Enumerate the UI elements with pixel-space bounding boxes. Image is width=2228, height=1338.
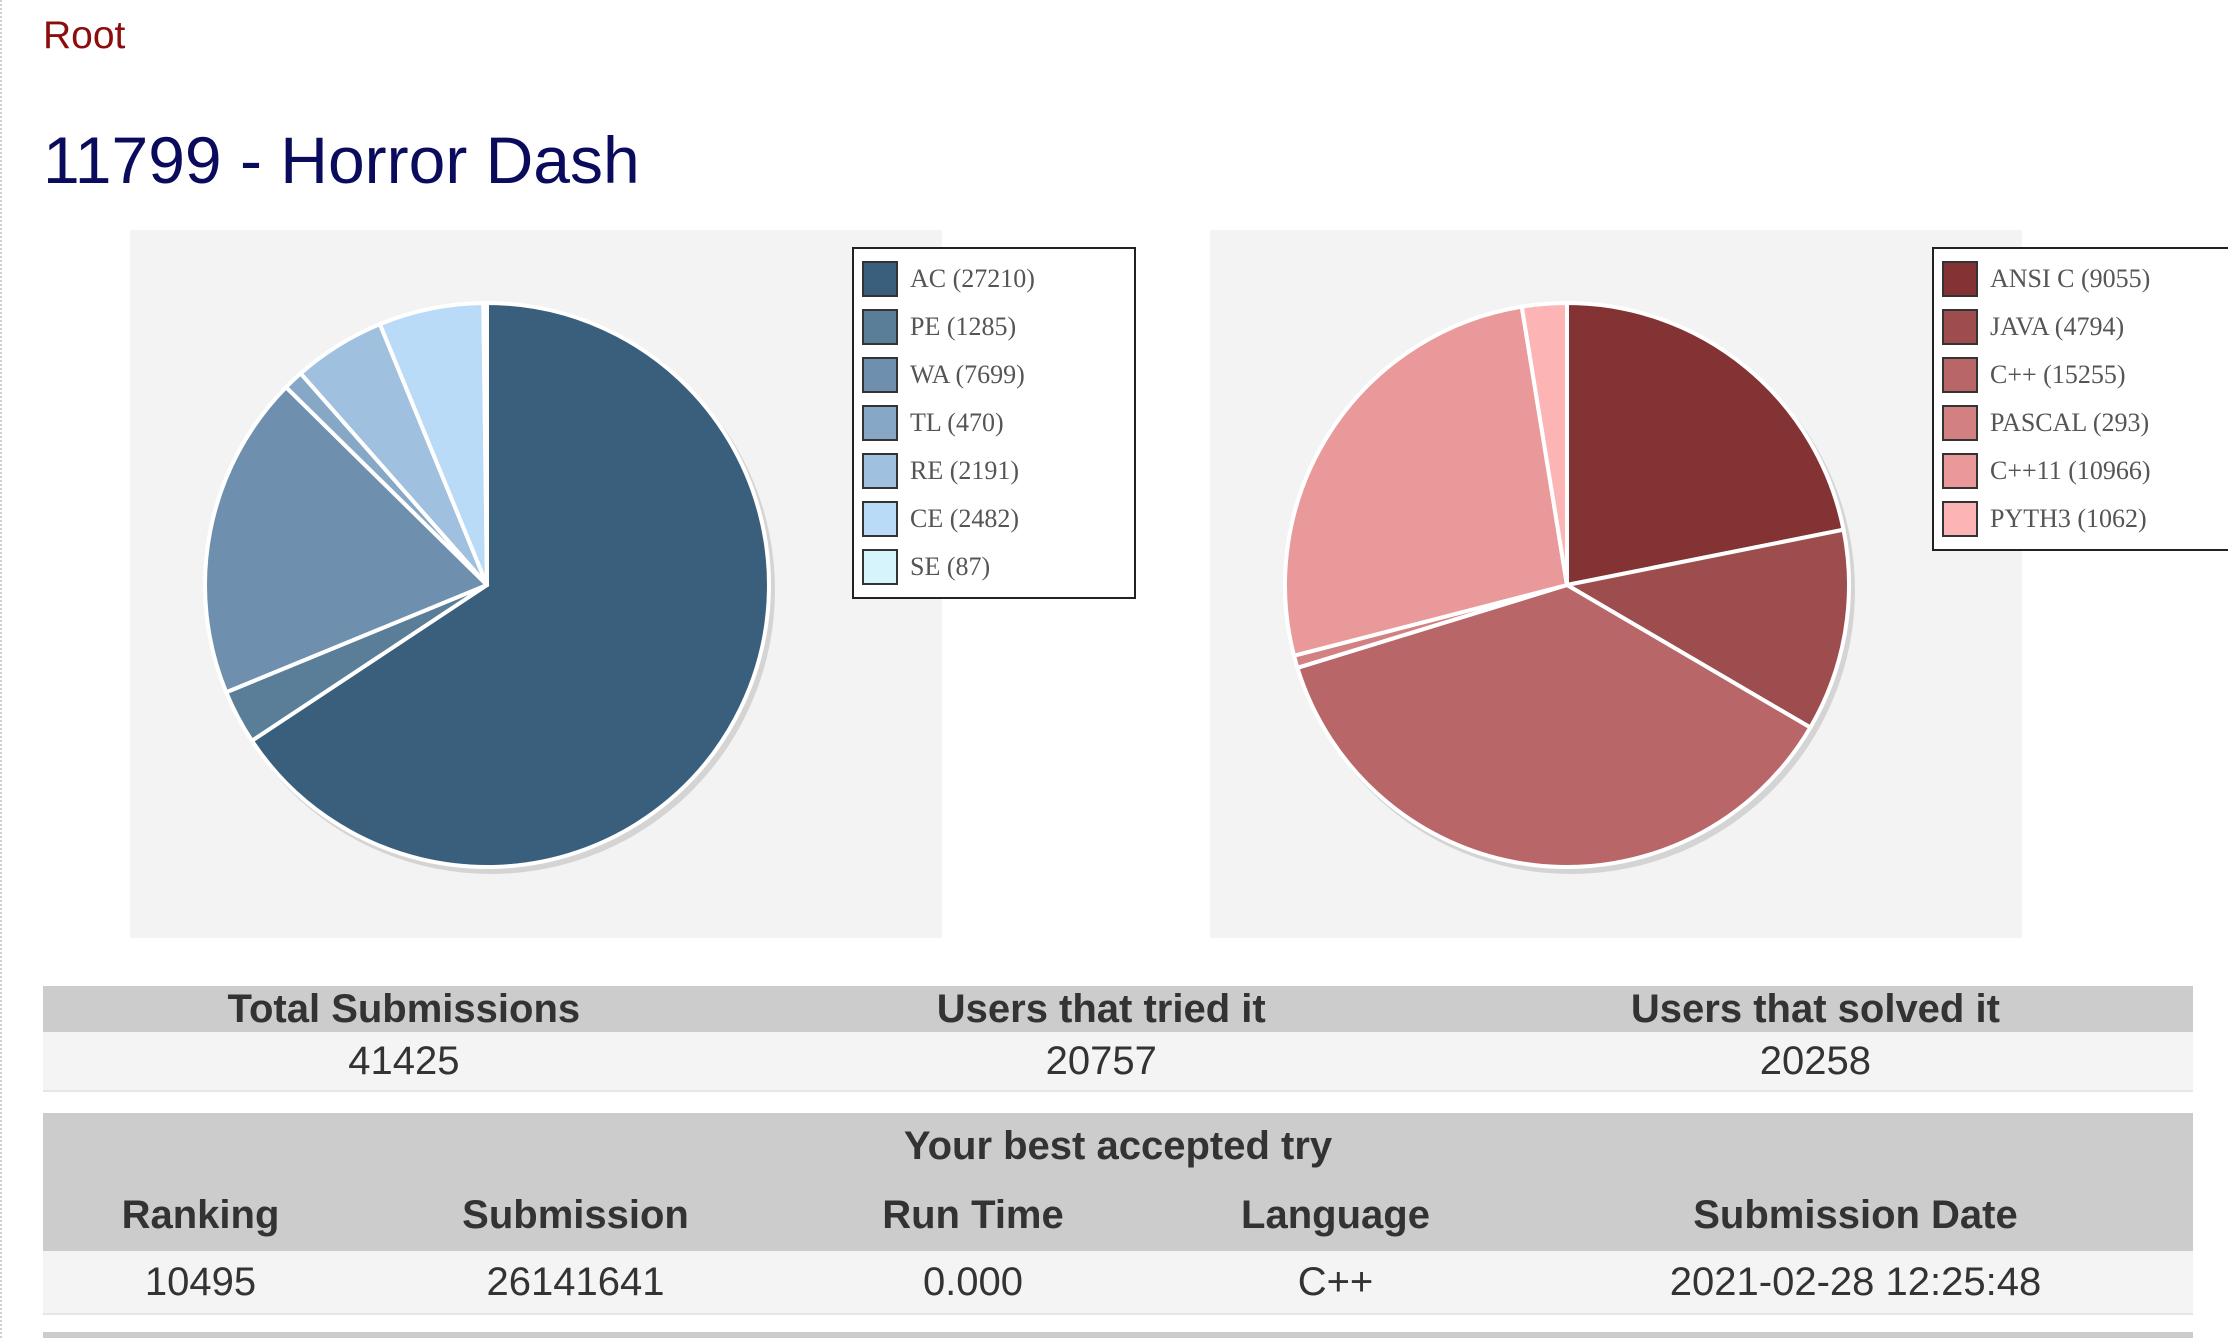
best-try-caption: Your best accepted try [43,1113,2193,1179]
verdict-legend-swatch [862,261,898,297]
verdict-legend-label: WA (7699) [910,360,1025,389]
best-try-value-row: 10495 26141641 0.000 C++ 2021-02-28 12:2… [43,1251,2193,1315]
verdict-legend-entry: SE (87) [862,543,1126,591]
run-time-value: 0.000 [793,1251,1153,1315]
verdict-legend-swatch [862,501,898,537]
language-legend-swatch [1942,309,1978,345]
language-legend-swatch [1942,501,1978,537]
users-tried-header: Users that tried it [764,986,1438,1032]
verdict-legend-label: PE (1285) [910,312,1017,341]
verdict-legend-label: AC (27210) [910,264,1035,293]
page-left-border [0,0,2,1338]
language-header: Language [1153,1179,1518,1251]
verdict-legend-entry: CE (2482) [862,495,1126,543]
language-legend-swatch [1942,453,1978,489]
ranking-header: Ranking [43,1179,358,1251]
users-solved-header: Users that solved it [1437,986,2193,1032]
best-try-caption-row: Your best accepted try [43,1113,2193,1179]
stats-header-row: Total Submissions Users that tried it Us… [43,986,2193,1032]
verdict-legend-entry: PE (1285) [862,303,1126,351]
best-try-header-row: Ranking Submission Run Time Language Sub… [43,1179,2193,1251]
verdict-pie-slice [203,385,489,695]
verdict-legend-entry: AC (27210) [862,255,1126,303]
users-tried-value: 20757 [764,1032,1438,1092]
language-legend-label: JAVA (4794) [1990,312,2125,341]
verdict-legend-swatch [862,357,898,393]
stats-table: Total Submissions Users that tried it Us… [43,986,2193,1092]
language-legend: ANSI C (9055) JAVA (4794) C++ (15255) PASCA… [1932,247,2228,551]
language-legend-swatch [1942,261,1978,297]
stats-value-row: 41425 20757 20258 [43,1032,2193,1092]
page-title: 11799 - Horror Dash [43,123,640,197]
verdict-legend-label: CE (2482) [910,504,1020,533]
language-legend-label: PASCAL (293) [1990,408,2150,437]
language-legend-swatch [1942,357,1978,393]
verdict-legend-entry: TL (470) [862,399,1126,447]
language-legend-label: C++11 (10966) [1990,456,2151,485]
submission-id-link[interactable]: 26141641 [358,1251,793,1315]
submission-date-value: 2021-02-28 12:25:48 [1518,1251,2193,1315]
verdict-legend-label: TL (470) [910,408,1004,437]
best-try-table: Your best accepted try Ranking Submissio… [43,1113,2193,1315]
run-time-header: Run Time [793,1179,1153,1251]
language-pie-slice [1565,301,1846,587]
total-submissions-header: Total Submissions [43,986,765,1032]
language-pie-chart [1283,301,1855,874]
verdict-pie-slice [249,301,771,869]
verdict-legend-swatch [862,549,898,585]
language-legend-label: ANSI C (9055) [1990,264,2151,293]
verdict-legend-swatch [862,309,898,345]
verdict-legend-swatch [862,453,898,489]
submission-date-header: Submission Date [1518,1179,2193,1251]
language-legend-label: C++ (15255) [1990,360,2126,389]
language-legend-entry: PASCAL (293) [1942,399,2224,447]
language-legend-swatch [1942,405,1978,441]
verdict-pie-chart [203,301,775,874]
verdict-legend-entry: WA (7699) [862,351,1126,399]
language-value: C++ [1153,1251,1518,1315]
verdict-legend-swatch [862,405,898,441]
verdict-legend-label: SE (87) [910,552,991,581]
verdict-legend-entry: RE (2191) [862,447,1126,495]
bottom-divider [43,1332,2193,1338]
language-legend-entry: JAVA (4794) [1942,303,2224,351]
submission-header: Submission [358,1179,793,1251]
ranking-value: 10495 [43,1251,358,1315]
users-solved-value: 20258 [1437,1032,2193,1092]
language-legend-entry: C++ (15255) [1942,351,2224,399]
language-legend-entry: C++11 (10966) [1942,447,2224,495]
verdict-legend: AC (27210) PE (1285) WA (7699) TL (470) RE (… [852,247,1136,599]
language-legend-entry: ANSI C (9055) [1942,255,2224,303]
breadcrumb-root-link[interactable]: Root [43,14,126,57]
language-pie-slice [1565,527,1852,730]
language-pie-slice [1519,301,1569,587]
language-pie-slice [1283,304,1569,658]
language-pie-slice [1295,583,1813,869]
language-legend-label: PYTH3 (1062) [1990,504,2147,533]
verdict-pie-slice [481,301,489,587]
verdict-legend-label: RE (2191) [910,456,1020,485]
language-legend-entry: PYTH3 (1062) [1942,495,2224,543]
total-submissions-value: 41425 [43,1032,765,1092]
